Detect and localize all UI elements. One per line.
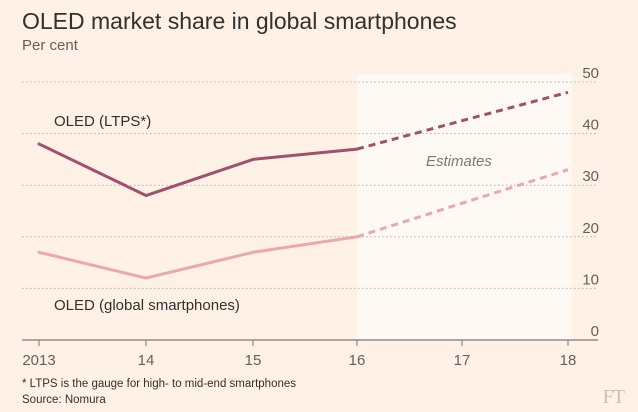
ft-logo: FT	[602, 386, 625, 408]
series-lines	[37, 90, 569, 280]
series-0-actual-line	[37, 142, 359, 198]
x-axis-ticks: 2013 14 15 16 17 18	[22, 340, 576, 369]
y-tick-20: 20	[582, 220, 599, 237]
x-tick-2013: 2013	[22, 352, 55, 369]
series-label-oled-global: OLED (global smartphones)	[54, 297, 240, 314]
chart-subtitle: Per cent	[22, 37, 78, 54]
y-tick-30: 30	[582, 168, 599, 185]
series-1-estimate-line	[356, 168, 569, 239]
footnote: * LTPS is the gauge for high- to mid-end…	[22, 378, 297, 390]
x-tick-16: 16	[349, 352, 366, 369]
series-0-estimate-line	[356, 90, 569, 151]
gridlines	[22, 81, 598, 341]
source-note: Source: Nomura	[22, 394, 106, 406]
x-tick-14: 14	[138, 352, 155, 369]
y-axis-ticks: 0 10 20 30 40 50	[582, 65, 599, 340]
series-label-oled-ltps: OLED (LTPS*)	[54, 113, 151, 130]
y-tick-50: 50	[582, 65, 599, 82]
y-tick-0: 0	[591, 323, 599, 340]
x-tick-17: 17	[454, 352, 471, 369]
y-tick-10: 10	[582, 271, 599, 288]
series-1-actual-line	[37, 235, 359, 280]
x-tick-15: 15	[245, 352, 262, 369]
chart-title: OLED market share in global smartphones	[22, 8, 457, 34]
y-tick-40: 40	[582, 117, 599, 134]
x-tick-18: 18	[560, 352, 577, 369]
estimates-annotation: Estimates	[426, 153, 492, 170]
estimate-band	[357, 74, 572, 340]
